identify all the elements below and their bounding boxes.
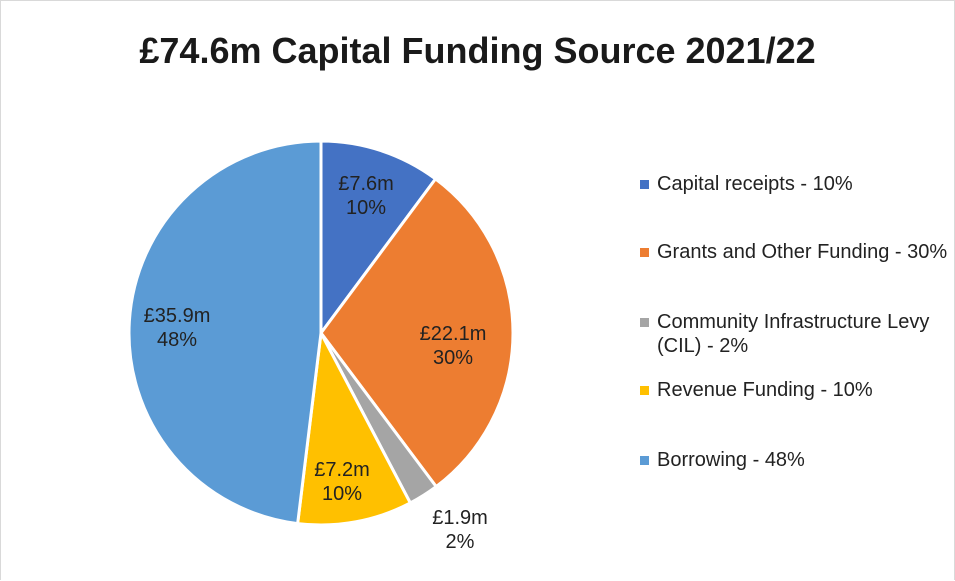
legend-item-borrowing: Borrowing - 48% [640, 448, 950, 472]
data-label-value-borrowing: £35.9m [144, 305, 211, 327]
pie-slice-grants [319, 177, 515, 489]
data-label-value-cil: £1.9m [432, 507, 488, 529]
data-label-pct-grants: 30% [433, 347, 473, 369]
legend-label-grants: Grants and Other Funding - 30% [657, 241, 948, 263]
data-label-pct-capital-receipts: 10% [346, 197, 386, 219]
data-label-pct-borrowing: 48% [157, 329, 197, 351]
legend-label-revenue: Revenue Funding - 10% [657, 379, 873, 401]
pie-slice-borrowing [127, 139, 323, 526]
legend-swatch-cil [640, 318, 649, 327]
legend-swatch-borrowing [640, 456, 649, 465]
legend-label-cil: Community Infrastructure Levy (CIL) - 2% [657, 311, 930, 357]
legend-swatch-grants [640, 248, 649, 257]
data-label-pct-cil: 2% [446, 531, 475, 553]
data-label-value-grants: £22.1m [420, 323, 487, 345]
legend-item-grants: Grants and Other Funding - 30% [640, 240, 950, 264]
legend-swatch-revenue [640, 386, 649, 395]
data-label-value-capital-receipts: £7.6m [338, 173, 394, 195]
chart-title: £74.6m Capital Funding Source 2021/22 [139, 30, 816, 71]
legend-swatch-capital-receipts [640, 180, 649, 189]
legend-item-revenue: Revenue Funding - 10% [640, 378, 950, 402]
legend-label-capital-receipts: Capital receipts - 10% [657, 173, 853, 195]
pie-slice-capital-receipts [319, 139, 438, 335]
data-label-pct-revenue: 10% [322, 483, 362, 505]
legend-item-cil: Community Infrastructure Levy (CIL) - 2% [640, 310, 950, 358]
pie-slice-revenue [296, 331, 412, 527]
legend-label-borrowing: Borrowing - 48% [657, 449, 805, 471]
data-label-value-revenue: £7.2m [314, 459, 370, 481]
legend-item-capital-receipts: Capital receipts - 10% [640, 172, 950, 196]
